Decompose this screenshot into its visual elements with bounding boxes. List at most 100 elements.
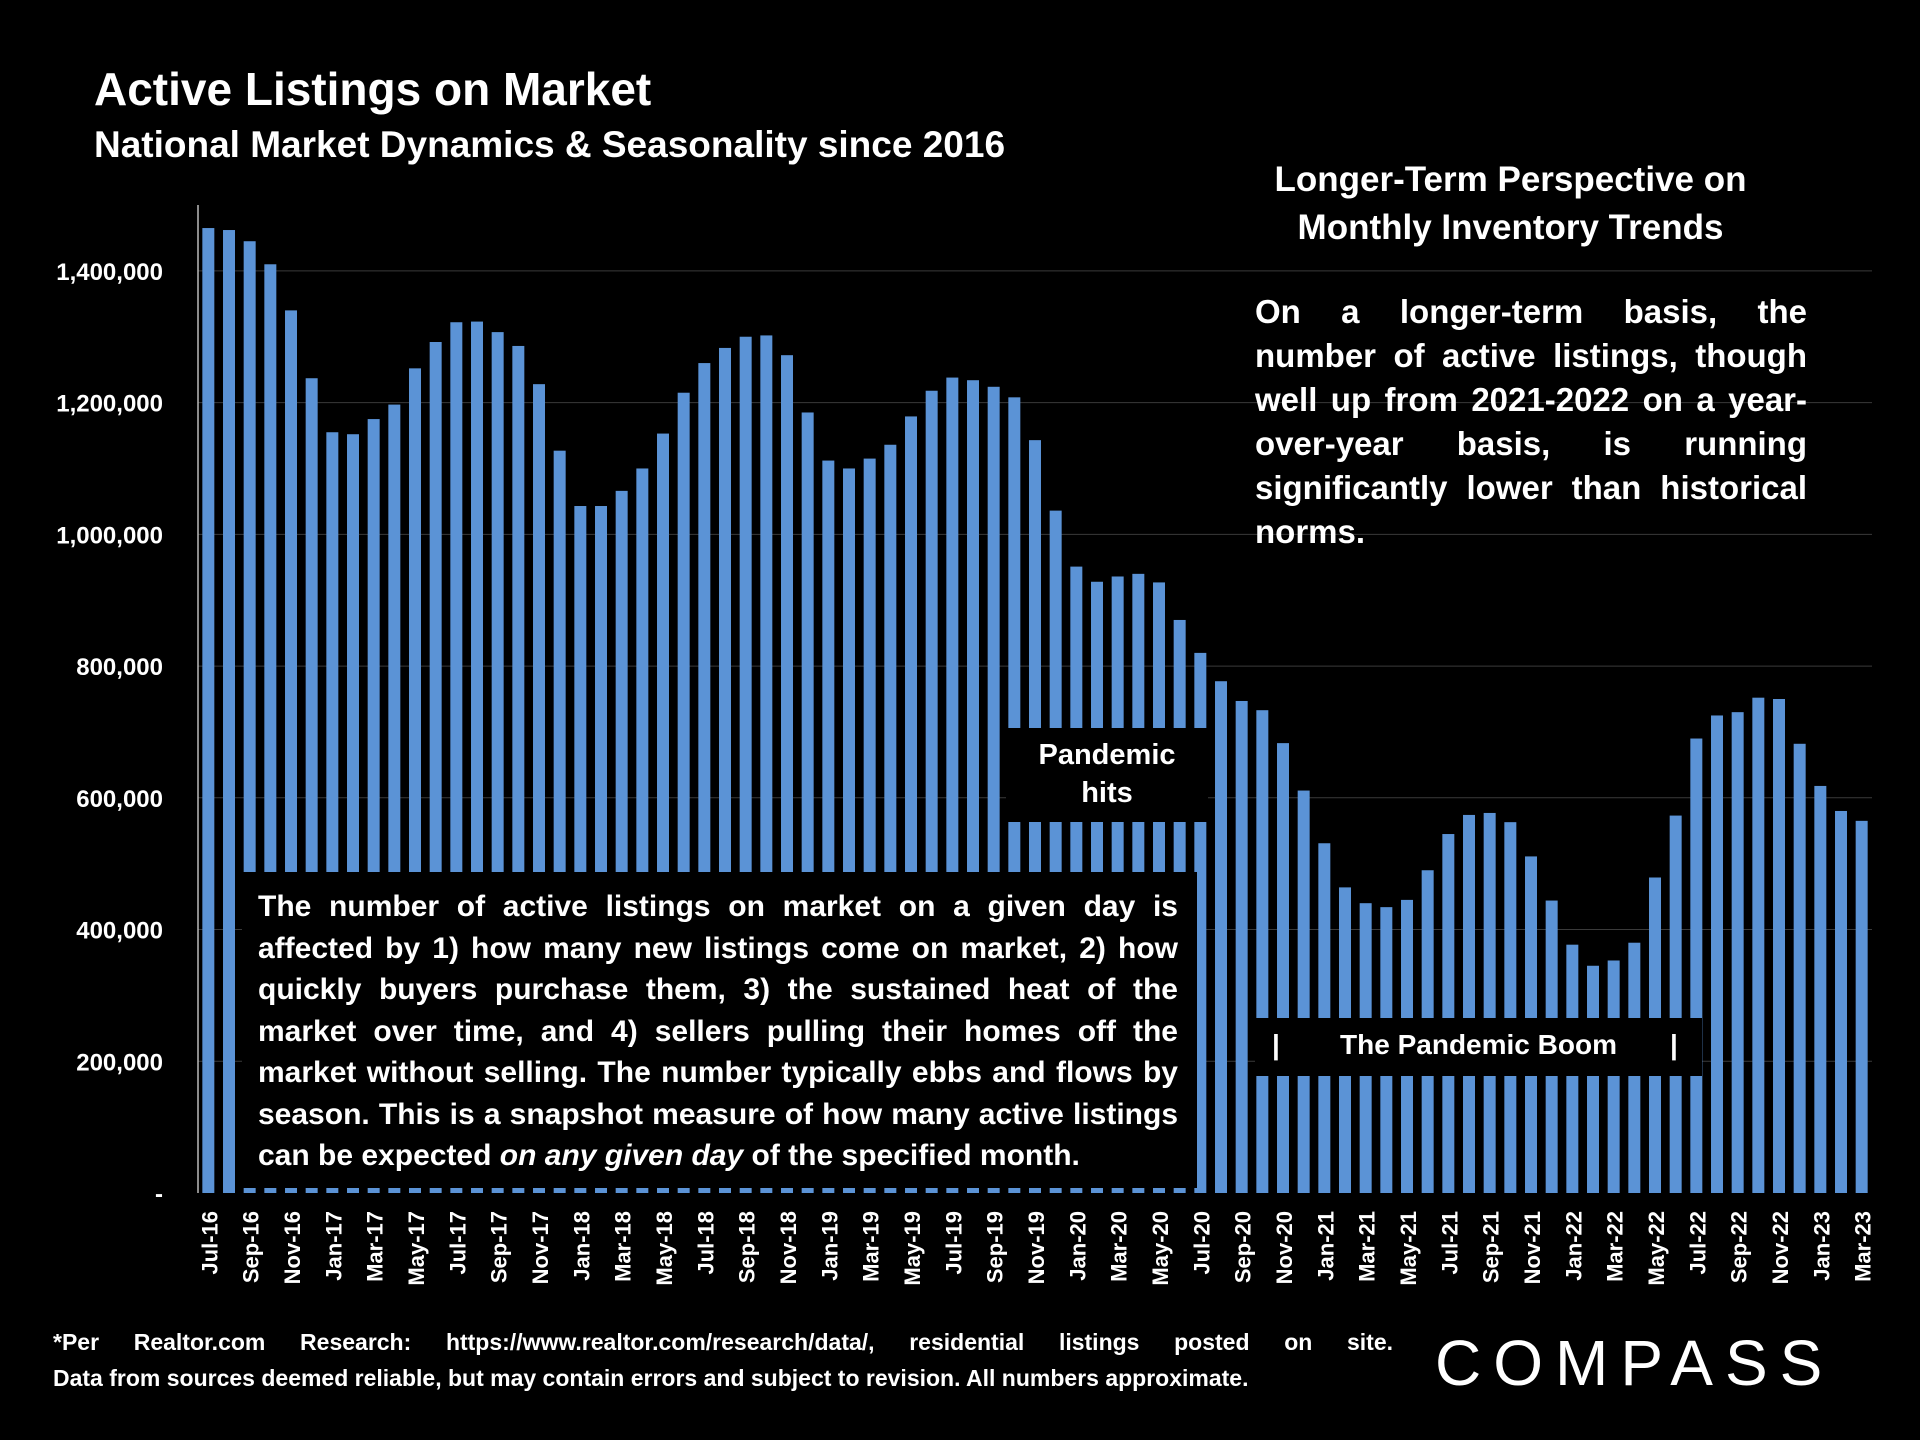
chart-subtitle: National Market Dynamics & Seasonality s… bbox=[94, 124, 1006, 165]
x-tick-label: Jan-18 bbox=[569, 1211, 594, 1281]
bar-Mar-22 bbox=[1607, 960, 1620, 1193]
x-tick-label: Jul-21 bbox=[1437, 1211, 1462, 1275]
bar-Oct-16 bbox=[264, 264, 277, 1193]
pandemic-boom-start-marker: | bbox=[1272, 1029, 1280, 1060]
bar-Jul-20 bbox=[1194, 652, 1207, 1193]
bar-Dec-22 bbox=[1793, 743, 1806, 1193]
bar-Jul-21 bbox=[1442, 834, 1455, 1193]
x-tick-label: Jan-19 bbox=[817, 1211, 842, 1281]
bar-Oct-18 bbox=[760, 335, 773, 1193]
x-tick-label: Sep-17 bbox=[487, 1211, 512, 1283]
bar-Mar-19 bbox=[863, 458, 876, 1194]
x-tick-label: Sep-16 bbox=[239, 1211, 264, 1283]
x-tick-label: Jan-22 bbox=[1561, 1211, 1586, 1281]
perspective-body: On a longer-term basis, the number of ac… bbox=[1255, 293, 1807, 550]
bar-Sep-21 bbox=[1483, 812, 1496, 1193]
explanation-callout-box bbox=[242, 872, 1197, 1188]
bar-Aug-21 bbox=[1463, 814, 1475, 1193]
x-tick-label: Sep-21 bbox=[1479, 1211, 1504, 1283]
bar-Sep-17 bbox=[491, 332, 504, 1193]
perspective-heading: Longer-Term Perspective on Monthly Inven… bbox=[1228, 156, 1793, 252]
x-tick-label: Jan-20 bbox=[1065, 1211, 1090, 1281]
bar-Feb-23 bbox=[1835, 810, 1847, 1193]
bar-Nov-22 bbox=[1773, 699, 1785, 1193]
x-tick-label: May-22 bbox=[1644, 1211, 1669, 1286]
bar-Jul-22 bbox=[1690, 738, 1703, 1193]
pandemic-hits-line2: hits bbox=[1081, 777, 1133, 809]
bar-Jul-19 bbox=[946, 377, 959, 1193]
x-tick-label: Jul-17 bbox=[445, 1211, 470, 1275]
bar-Mar-23 bbox=[1855, 820, 1868, 1193]
bar-Jan-23 bbox=[1814, 785, 1827, 1193]
x-tick-label: Mar-22 bbox=[1603, 1211, 1628, 1282]
source-footnote: *Per Realtor.com Research: https://www.r… bbox=[53, 1324, 1393, 1396]
bar-May-18 bbox=[657, 433, 669, 1193]
bar-May-19 bbox=[905, 416, 917, 1193]
x-tick-label: Sep-18 bbox=[735, 1211, 760, 1283]
y-tick-label: 400,000 bbox=[76, 918, 163, 945]
x-tick-label: Nov-22 bbox=[1768, 1211, 1793, 1284]
x-tick-label: Nov-18 bbox=[776, 1211, 801, 1284]
x-tick-label: Nov-21 bbox=[1520, 1211, 1545, 1284]
bar-Apr-17 bbox=[388, 404, 401, 1194]
explanation-text-emphasis: on any given day bbox=[499, 1139, 744, 1172]
bar-Dec-20 bbox=[1297, 790, 1310, 1193]
pandemic-hits-line1: Pandemic bbox=[1038, 739, 1176, 771]
pandemic-boom-callout-box bbox=[1255, 1018, 1702, 1076]
y-tick-label: 1,200,000 bbox=[56, 391, 163, 418]
compass-logo: COMPASS bbox=[1435, 1327, 1835, 1399]
bar-Nov-16 bbox=[285, 310, 297, 1193]
x-tick-label: May-21 bbox=[1396, 1211, 1421, 1286]
x-tick-label: May-18 bbox=[652, 1211, 677, 1286]
bar-Dec-17 bbox=[553, 450, 566, 1193]
bar-Sep-19 bbox=[987, 386, 1000, 1193]
bar-Oct-20 bbox=[1256, 710, 1269, 1193]
bar-Dec-16 bbox=[305, 378, 318, 1194]
bar-Feb-19 bbox=[843, 468, 855, 1194]
bar-Apr-18 bbox=[636, 468, 649, 1194]
x-tick-label: Sep-19 bbox=[983, 1211, 1008, 1283]
x-tick-label: Nov-20 bbox=[1272, 1211, 1297, 1284]
pandemic-callout-box bbox=[1006, 728, 1208, 822]
x-axis-tick-labels: Jul-16 Sep-16 Nov-16 Jan-17 Mar-17 May-17 Jul-… bbox=[197, 1211, 1875, 1286]
bar-Jul-18 bbox=[698, 363, 711, 1194]
bar-Aug-22 bbox=[1711, 715, 1723, 1193]
y-tick-label: 1,400,000 bbox=[56, 259, 163, 286]
x-tick-label: Mar-18 bbox=[611, 1211, 636, 1282]
bar-Jun-19 bbox=[925, 390, 938, 1193]
source-footnote-line1: *Per Realtor.com Research: https://www.r… bbox=[53, 1329, 1393, 1355]
bar-Jan-17 bbox=[326, 432, 339, 1193]
pandemic-hits-label: Pandemic hits bbox=[1006, 736, 1208, 812]
bar-Sep-18 bbox=[739, 336, 752, 1194]
bar-Feb-17 bbox=[347, 434, 359, 1194]
pandemic-boom-end-marker: | bbox=[1670, 1029, 1678, 1060]
x-tick-label: May-20 bbox=[1148, 1211, 1173, 1286]
bar-Nov-17 bbox=[533, 384, 545, 1193]
x-tick-label: Nov-16 bbox=[280, 1211, 305, 1284]
x-tick-label: Sep-22 bbox=[1727, 1211, 1752, 1283]
source-footnote-line2: Data from sources deemed reliable, but m… bbox=[53, 1365, 1249, 1391]
x-tick-label: Mar-21 bbox=[1355, 1211, 1380, 1282]
x-tick-label: Nov-17 bbox=[528, 1211, 553, 1284]
bar-Aug-20 bbox=[1215, 681, 1227, 1193]
perspective-heading-line2: Monthly Inventory Trends bbox=[1297, 208, 1724, 247]
explanation-text: The number of active listings on market … bbox=[258, 886, 1178, 1177]
x-tick-label: May-19 bbox=[900, 1211, 925, 1286]
bar-Jun-17 bbox=[429, 342, 442, 1193]
bar-Jun-18 bbox=[677, 392, 690, 1194]
perspective-heading-line1: Longer-Term Perspective on bbox=[1274, 160, 1747, 199]
bar-May-17 bbox=[409, 368, 421, 1194]
bar-Aug-16 bbox=[223, 230, 235, 1193]
bar-Oct-17 bbox=[512, 345, 525, 1193]
x-tick-label: Jul-19 bbox=[941, 1211, 966, 1275]
x-tick-label: Jan-23 bbox=[1809, 1211, 1834, 1281]
bar-Aug-18 bbox=[719, 347, 731, 1193]
x-tick-label: Jan-17 bbox=[321, 1211, 346, 1281]
bar-Apr-19 bbox=[884, 444, 897, 1193]
bar-Oct-21 bbox=[1504, 822, 1517, 1193]
bar-Dec-18 bbox=[801, 412, 814, 1194]
bar-Sep-22 bbox=[1731, 712, 1744, 1193]
bar-Oct-22 bbox=[1752, 697, 1765, 1193]
bar-Jul-17 bbox=[450, 322, 463, 1193]
bar-Aug-19 bbox=[967, 380, 979, 1194]
